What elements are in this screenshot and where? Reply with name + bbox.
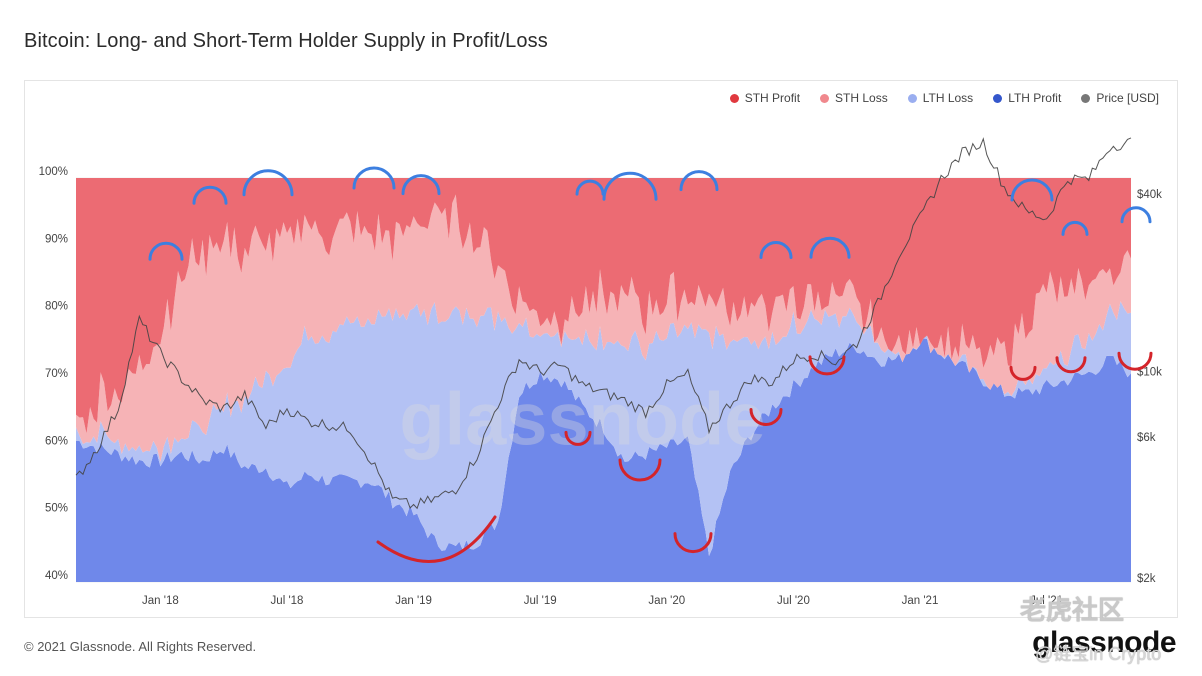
sth-loss-area [76, 194, 1131, 462]
x-tick-label: Jan '18 [142, 595, 179, 607]
chart-title: Bitcoin: Long- and Short-Term Holder Sup… [24, 30, 548, 52]
chart-legend: STH Profit STH Loss LTH Loss LTH Profit Pric… [729, 91, 1159, 105]
y-left-tick-label: 100% [39, 166, 68, 178]
legend-item[interactable]: LTH Loss [907, 91, 974, 105]
legend-item[interactable]: STH Loss [820, 91, 888, 105]
blue-annotation-arc [759, 241, 793, 259]
copyright-footer: © 2021 Glassnode. All Rights Reserved. [24, 639, 257, 654]
legend-item[interactable]: LTH Profit [993, 91, 1061, 105]
legend-item[interactable]: Price [USD] [1081, 91, 1159, 105]
lth-profit-area [76, 338, 1131, 582]
y-left-tick-label: 50% [45, 503, 68, 515]
legend-dot-icon [820, 93, 830, 103]
blue-annotation-arc [602, 171, 658, 201]
blue-annotation-arc [1010, 178, 1054, 202]
y-right-tick-label: $40k [1137, 189, 1162, 201]
y-right-tick-label: $2k [1137, 573, 1156, 585]
legend-dot-icon [907, 93, 917, 103]
chart-panel: glassnode 40% 50% 60% 70% 80% 90% 100% $2k $6k $10… [24, 80, 1178, 618]
legend-dot-icon [1081, 93, 1091, 103]
blue-annotation-arc [1061, 220, 1089, 236]
red-annotation-arc [564, 430, 592, 446]
y-left-tick-label: 90% [45, 233, 68, 245]
y-right-tick-label: $6k [1137, 432, 1156, 444]
y-left-tick-label: 60% [45, 435, 68, 447]
red-annotation-arc [1055, 356, 1087, 374]
x-tick-label: Jul '21 [1030, 595, 1063, 607]
blue-annotation-arc [192, 185, 228, 205]
red-annotation-arc [673, 532, 713, 554]
red-annotation-arc [618, 458, 662, 482]
red-annotation-arc [1117, 351, 1153, 371]
legend-dot-icon [993, 93, 1003, 103]
legend-label: LTH Loss [922, 91, 974, 105]
legend-label: LTH Profit [1008, 91, 1062, 105]
y-left-tick-label: 80% [45, 301, 68, 313]
x-tick-label: Jan '20 [648, 595, 685, 607]
red-annotation-arc [1009, 365, 1037, 381]
x-tick-label: Jul '18 [271, 595, 304, 607]
x-tick-label: Jan '19 [395, 595, 432, 607]
legend-label: Price [USD] [1096, 91, 1159, 105]
blue-annotation-arc [148, 241, 184, 261]
legend-dot-icon [729, 93, 739, 103]
sth-profit-area [76, 178, 1131, 434]
x-tick-label: Jan '21 [902, 595, 939, 607]
red-annotation-arc [749, 408, 783, 426]
y-left-tick-label: 70% [45, 368, 68, 380]
blue-annotation-arc [1120, 206, 1152, 224]
blue-annotation-arc [575, 179, 605, 196]
x-tick-label: Jul '20 [777, 595, 810, 607]
blue-annotation-arc [401, 174, 441, 196]
author-handle-watermark: @链宝in Crypto [1035, 644, 1162, 664]
red-annotation-arc-large [376, 515, 497, 563]
blue-annotation-arc [242, 169, 294, 197]
glassnode-plot-watermark: glassnode [399, 378, 765, 461]
blue-annotation-arc [809, 236, 851, 259]
y-left-tick-label: 40% [45, 570, 68, 582]
red-annotation-arc [808, 355, 846, 376]
lth-loss-area [76, 301, 1131, 556]
chart-svg: glassnode 40% 50% 60% 70% 80% 90% 100% $2k $6k $10… [39, 137, 1162, 607]
x-tick-label: Jul '19 [524, 595, 557, 607]
glassnode-logo: glassnode [1032, 626, 1176, 659]
legend-label: STH Profit [744, 91, 801, 105]
price-line [75, 137, 1132, 510]
tiger-community-watermark: 老虎社区 [1020, 595, 1125, 625]
blue-annotation-arc [679, 170, 719, 192]
legend-label: STH Loss [835, 91, 888, 105]
legend-item[interactable]: STH Profit [729, 91, 801, 105]
y-right-tick-label: $10k [1137, 367, 1162, 379]
blue-annotation-arc [352, 166, 396, 190]
